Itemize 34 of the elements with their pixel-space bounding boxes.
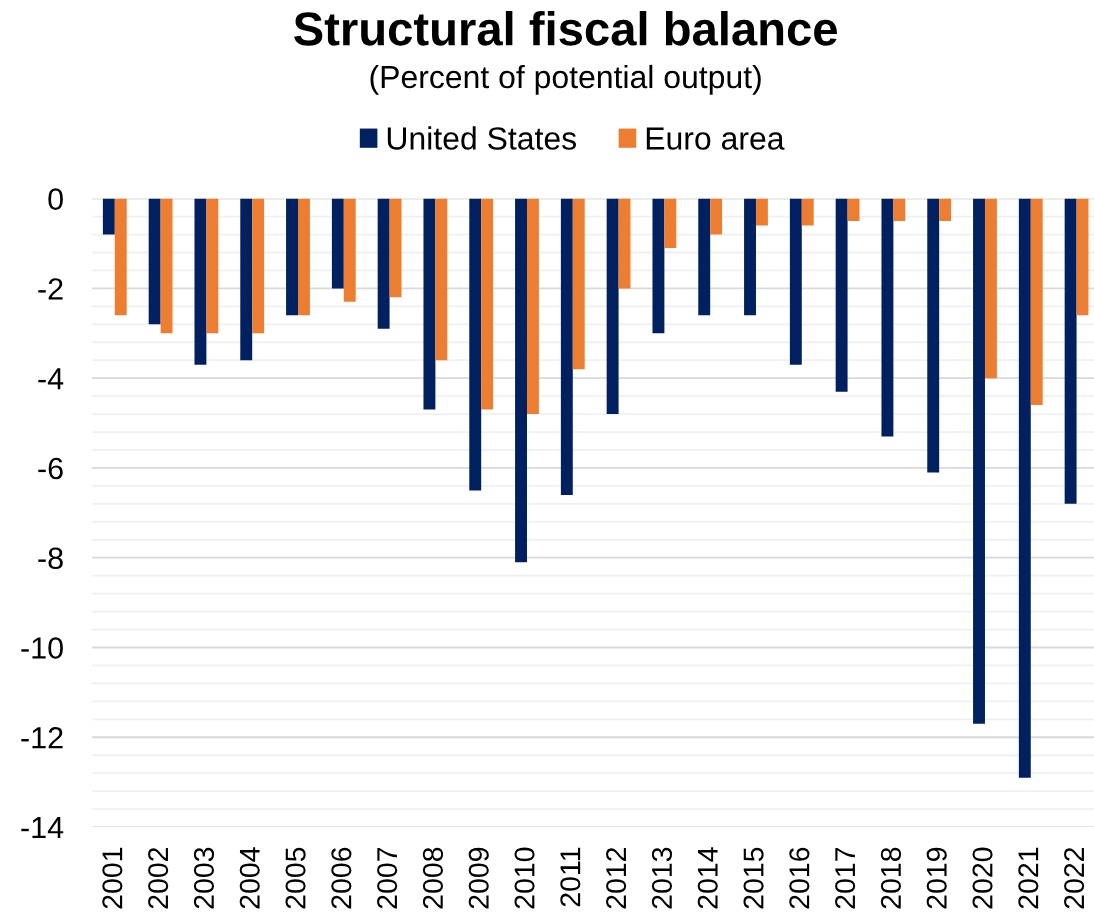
x-tick-label: 2013 bbox=[651, 847, 673, 909]
x-tick-label: 2005 bbox=[285, 847, 306, 909]
chart-title: Structural fiscal balance bbox=[294, 11, 837, 46]
y-tick-label: -10 bbox=[21, 637, 63, 659]
x-tick-label: 2012 bbox=[606, 847, 627, 909]
y-tick-label: 0 bbox=[48, 188, 63, 210]
x-tick-label: 2011 bbox=[560, 847, 581, 907]
x-tick-label: 2014 bbox=[697, 847, 718, 909]
x-tick-label: 2022 bbox=[1064, 847, 1085, 909]
y-tick-label: -12 bbox=[21, 727, 63, 749]
legend-label: United States bbox=[387, 126, 576, 150]
x-tick-label: 2017 bbox=[835, 847, 856, 909]
y-tick-label: -8 bbox=[38, 547, 63, 570]
x-tick-label: 2001 bbox=[102, 847, 123, 909]
x-tick-label: 2016 bbox=[789, 847, 810, 909]
y-tick-label: -4 bbox=[38, 368, 64, 390]
x-tick-label: 2021 bbox=[1018, 847, 1039, 909]
x-tick-label: 2020 bbox=[972, 847, 993, 909]
y-tick-label: -2 bbox=[38, 278, 63, 300]
x-tick-label: 2007 bbox=[377, 847, 398, 909]
chart-subtitle: (Percent of potential output) bbox=[370, 64, 761, 95]
x-tick-label: 2008 bbox=[422, 847, 444, 909]
x-tick-label: 2018 bbox=[880, 847, 902, 909]
x-tick-label: 2015 bbox=[743, 847, 764, 909]
y-tick-label: -6 bbox=[38, 457, 63, 480]
x-tick-label: 2003 bbox=[193, 847, 215, 909]
x-tick-label: 2006 bbox=[331, 847, 352, 909]
x-tick-label: 2019 bbox=[926, 847, 947, 909]
x-tick-label: 2002 bbox=[148, 847, 169, 909]
y-tick-label: -14 bbox=[21, 817, 64, 839]
x-tick-label: 2004 bbox=[239, 847, 260, 909]
x-tick-label: 2009 bbox=[468, 847, 489, 909]
legend-label: Euro area bbox=[646, 127, 785, 150]
x-tick-label: 2010 bbox=[514, 847, 535, 909]
